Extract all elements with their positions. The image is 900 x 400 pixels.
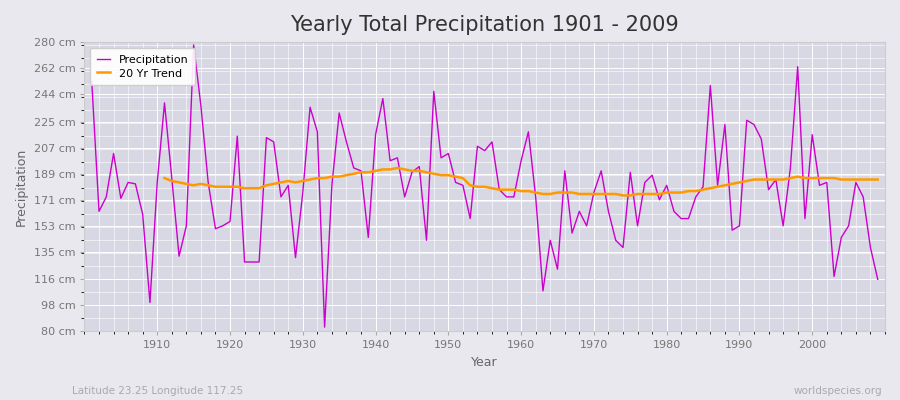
Precipitation: [523, 129, 534, 134]
Precipitation: [188, 43, 199, 48]
20 Yr Trend: [159, 176, 170, 180]
Line: Precipitation: Precipitation: [92, 45, 878, 327]
20 Yr Trend: [523, 189, 534, 194]
Precipitation: [145, 300, 156, 305]
X-axis label: Year: Year: [472, 356, 498, 369]
20 Yr Trend: [617, 193, 628, 198]
Text: Latitude 23.25 Longitude 117.25: Latitude 23.25 Longitude 117.25: [72, 386, 243, 396]
Legend: Precipitation, 20 Yr Trend: Precipitation, 20 Yr Trend: [90, 48, 195, 85]
Precipitation: [320, 325, 330, 330]
Line: 20 Yr Trend: 20 Yr Trend: [165, 168, 878, 196]
Text: worldspecies.org: worldspecies.org: [794, 386, 882, 396]
Precipitation: [872, 277, 883, 282]
20 Yr Trend: [392, 166, 403, 170]
Precipitation: [530, 194, 541, 199]
Y-axis label: Precipitation: Precipitation: [15, 148, 28, 226]
20 Yr Trend: [327, 174, 338, 179]
20 Yr Trend: [872, 177, 883, 182]
20 Yr Trend: [377, 167, 388, 172]
Title: Yearly Total Precipitation 1901 - 2009: Yearly Total Precipitation 1901 - 2009: [291, 15, 680, 35]
20 Yr Trend: [544, 192, 555, 196]
20 Yr Trend: [734, 180, 745, 185]
20 Yr Trend: [348, 171, 359, 176]
Precipitation: [363, 235, 374, 240]
Precipitation: [617, 245, 628, 250]
Precipitation: [86, 79, 97, 84]
Precipitation: [312, 129, 323, 134]
